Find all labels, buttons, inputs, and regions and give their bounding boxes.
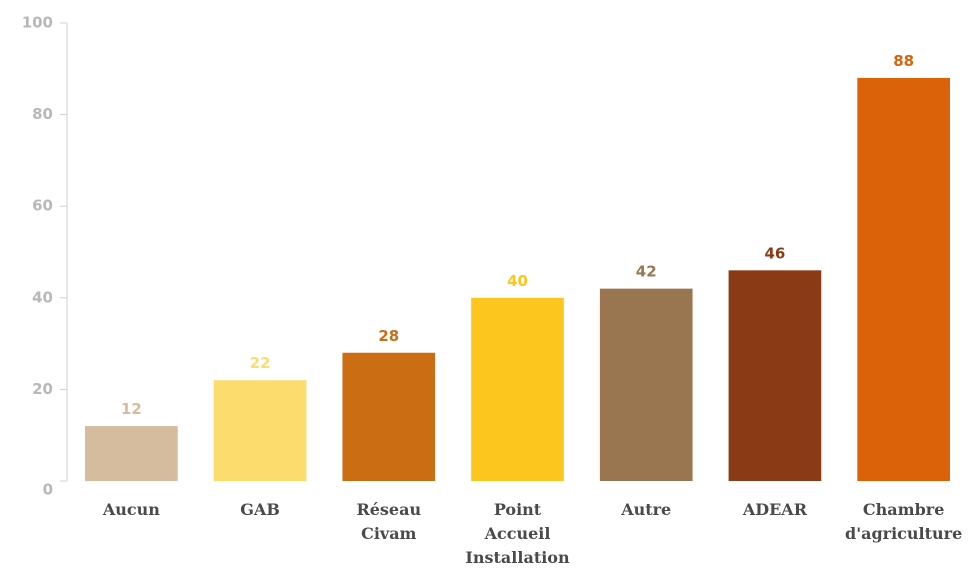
y-tick-label: 40 — [32, 288, 53, 306]
x-tick-label: Point Accueil Installation — [465, 500, 570, 567]
bar — [857, 77, 950, 482]
y-tick-label: 20 — [32, 380, 53, 398]
bar — [213, 380, 307, 481]
value-label: 42 — [636, 263, 657, 281]
value-label: 88 — [893, 52, 914, 70]
bar — [599, 288, 693, 481]
value-label: 40 — [507, 272, 528, 290]
x-tick-label: ADEAR — [742, 500, 808, 519]
bar — [342, 352, 436, 481]
x-tick-label: Chambre d'agriculture — [845, 500, 962, 543]
value-label: 46 — [764, 244, 785, 262]
x-tick-label: Aucun — [102, 500, 160, 519]
x-tick-label: GAB — [240, 500, 280, 519]
x-tick-label: Autre — [620, 500, 671, 519]
bar — [85, 426, 178, 481]
value-label: 12 — [121, 400, 142, 418]
x-tick-label: Réseau Civam — [356, 500, 421, 543]
y-tick-label: 0 — [43, 481, 53, 499]
y-tick-label: 100 — [22, 14, 53, 32]
y-tick-label: 60 — [32, 197, 53, 215]
y-tick-label: 80 — [32, 105, 53, 123]
value-label: 28 — [378, 327, 399, 345]
bar — [728, 270, 822, 481]
bar — [471, 297, 564, 481]
value-label: 22 — [250, 354, 271, 372]
